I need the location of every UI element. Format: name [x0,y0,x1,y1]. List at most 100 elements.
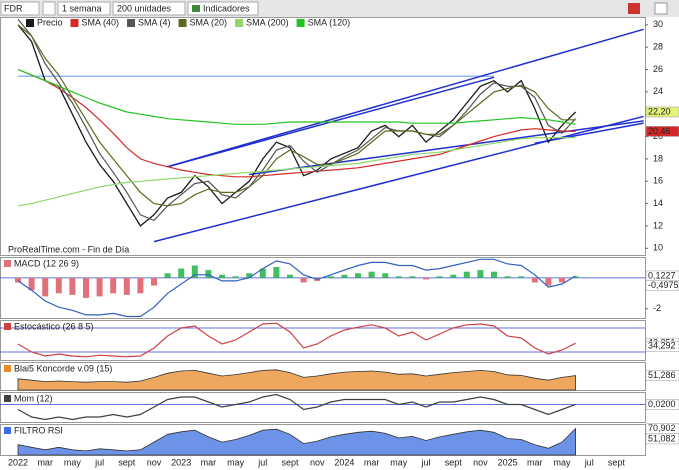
histogram-bar [151,277,157,286]
histogram-bar [164,273,171,278]
histogram-bar [287,274,293,278]
panel-title: Blai5 Koncorde v.09 (15) [14,363,112,373]
histogram-bar [423,277,429,280]
series-line [17,68,576,125]
panel-frame [0,392,646,423]
panel-title: MACD (12 26 9) [14,258,79,268]
histogram-bar [42,277,49,297]
panel-icon [4,395,11,402]
value-tag-label: 51,286 [648,370,676,380]
histogram-bar [355,273,361,278]
source-note: ProRealTime.com - Fin de Día [8,244,129,254]
y-tick-label: 28 [653,42,663,52]
value-tag [645,280,679,291]
histogram-bar [219,274,225,278]
panel-frame [0,362,646,391]
histogram-bar [409,276,416,278]
histogram-bar [491,271,497,278]
panel-title: Mom (12) [14,393,53,403]
period-box[interactable] [57,1,111,16]
value-tag-label: 34,292 [648,341,676,351]
histogram-bar [205,270,212,278]
histogram-bar [327,276,334,278]
x-tick-label: jul [94,457,104,467]
indicators-box[interactable] [187,1,259,16]
histogram-bar [83,277,89,298]
indicator-line [17,393,576,421]
trendline [153,115,644,243]
value-tag [645,341,679,352]
histogram-bar [15,277,21,283]
y-tick-label: 18 [653,153,663,163]
alert-icon[interactable] [628,3,640,14]
value-tag [645,126,679,137]
legend-swatch [26,19,34,27]
x-tick-label: mar [37,457,53,467]
panel-frame [0,17,646,256]
legend-label: SMA (4) [138,17,171,27]
legend-label: SMA (20) [190,17,228,27]
x-tick-label: 2022 [8,457,28,467]
units-box[interactable] [112,1,186,16]
symbol-box[interactable] [0,1,40,16]
histogram-bar [395,276,402,278]
histogram-bar [450,274,457,278]
series-line [17,68,576,178]
indicators[interactable]: Indicadores [203,3,250,13]
trendline [167,28,644,168]
x-tick-label: sept [445,457,463,467]
value-tag [645,106,679,118]
x-tick-label: nov [310,457,325,467]
value-tag [645,399,679,410]
x-tick-label: may [64,457,82,467]
symbol[interactable]: FDR [4,3,23,13]
series-line [17,137,576,207]
panel-frame [0,424,646,456]
y-tick-label: 14 [653,198,663,208]
legend-label: SMA (40) [82,17,120,27]
draw-icon[interactable] [42,1,56,16]
x-tick-label: mar [527,457,543,467]
trendline [249,120,644,176]
histogram-bar [246,273,253,278]
histogram-bar [341,274,348,278]
value-tag-label: 70,902 [648,423,676,433]
x-tick-label: 2023 [171,457,191,467]
value-tag-label: 0,0200 [648,399,676,409]
indicator-line [17,322,576,358]
x-tick-label: jul [257,457,267,467]
value-tag [645,433,679,445]
macd-line [17,258,576,318]
period[interactable]: 1 semana [62,3,102,13]
y-tick-label: 16 [653,176,663,186]
legend-label: SMA (120) [308,17,351,27]
close-icon[interactable] [654,2,668,15]
panel-icon [4,427,11,434]
histogram-bar [572,276,579,278]
histogram-bar [191,265,198,278]
legend-swatch [296,19,305,27]
histogram-bar [436,276,443,278]
x-tick-label: nov [147,457,162,467]
panel-frame [0,320,646,361]
panel-frame [0,257,646,319]
units[interactable]: 200 unidades [117,3,172,13]
x-tick-label: may [390,457,408,467]
x-tick-label: sept [608,457,626,467]
x-tick-label: jul [420,457,430,467]
x-tick-label: jul [584,457,594,467]
histogram-bar [69,277,76,295]
value-tag-label: 0,1227 [648,270,676,280]
legend-swatch [178,19,187,27]
legend-label: Precio [37,17,63,27]
legend-swatch [70,19,79,27]
histogram-bar [368,271,375,278]
panel-icon [4,365,11,372]
panel-title: FILTRO RSI [14,425,63,435]
histogram-bar [463,271,470,278]
y-tick-label: 12 [653,220,663,230]
x-tick-label: sept [118,457,136,467]
series-line [17,24,576,207]
y-tick-label: 10 [653,243,663,253]
